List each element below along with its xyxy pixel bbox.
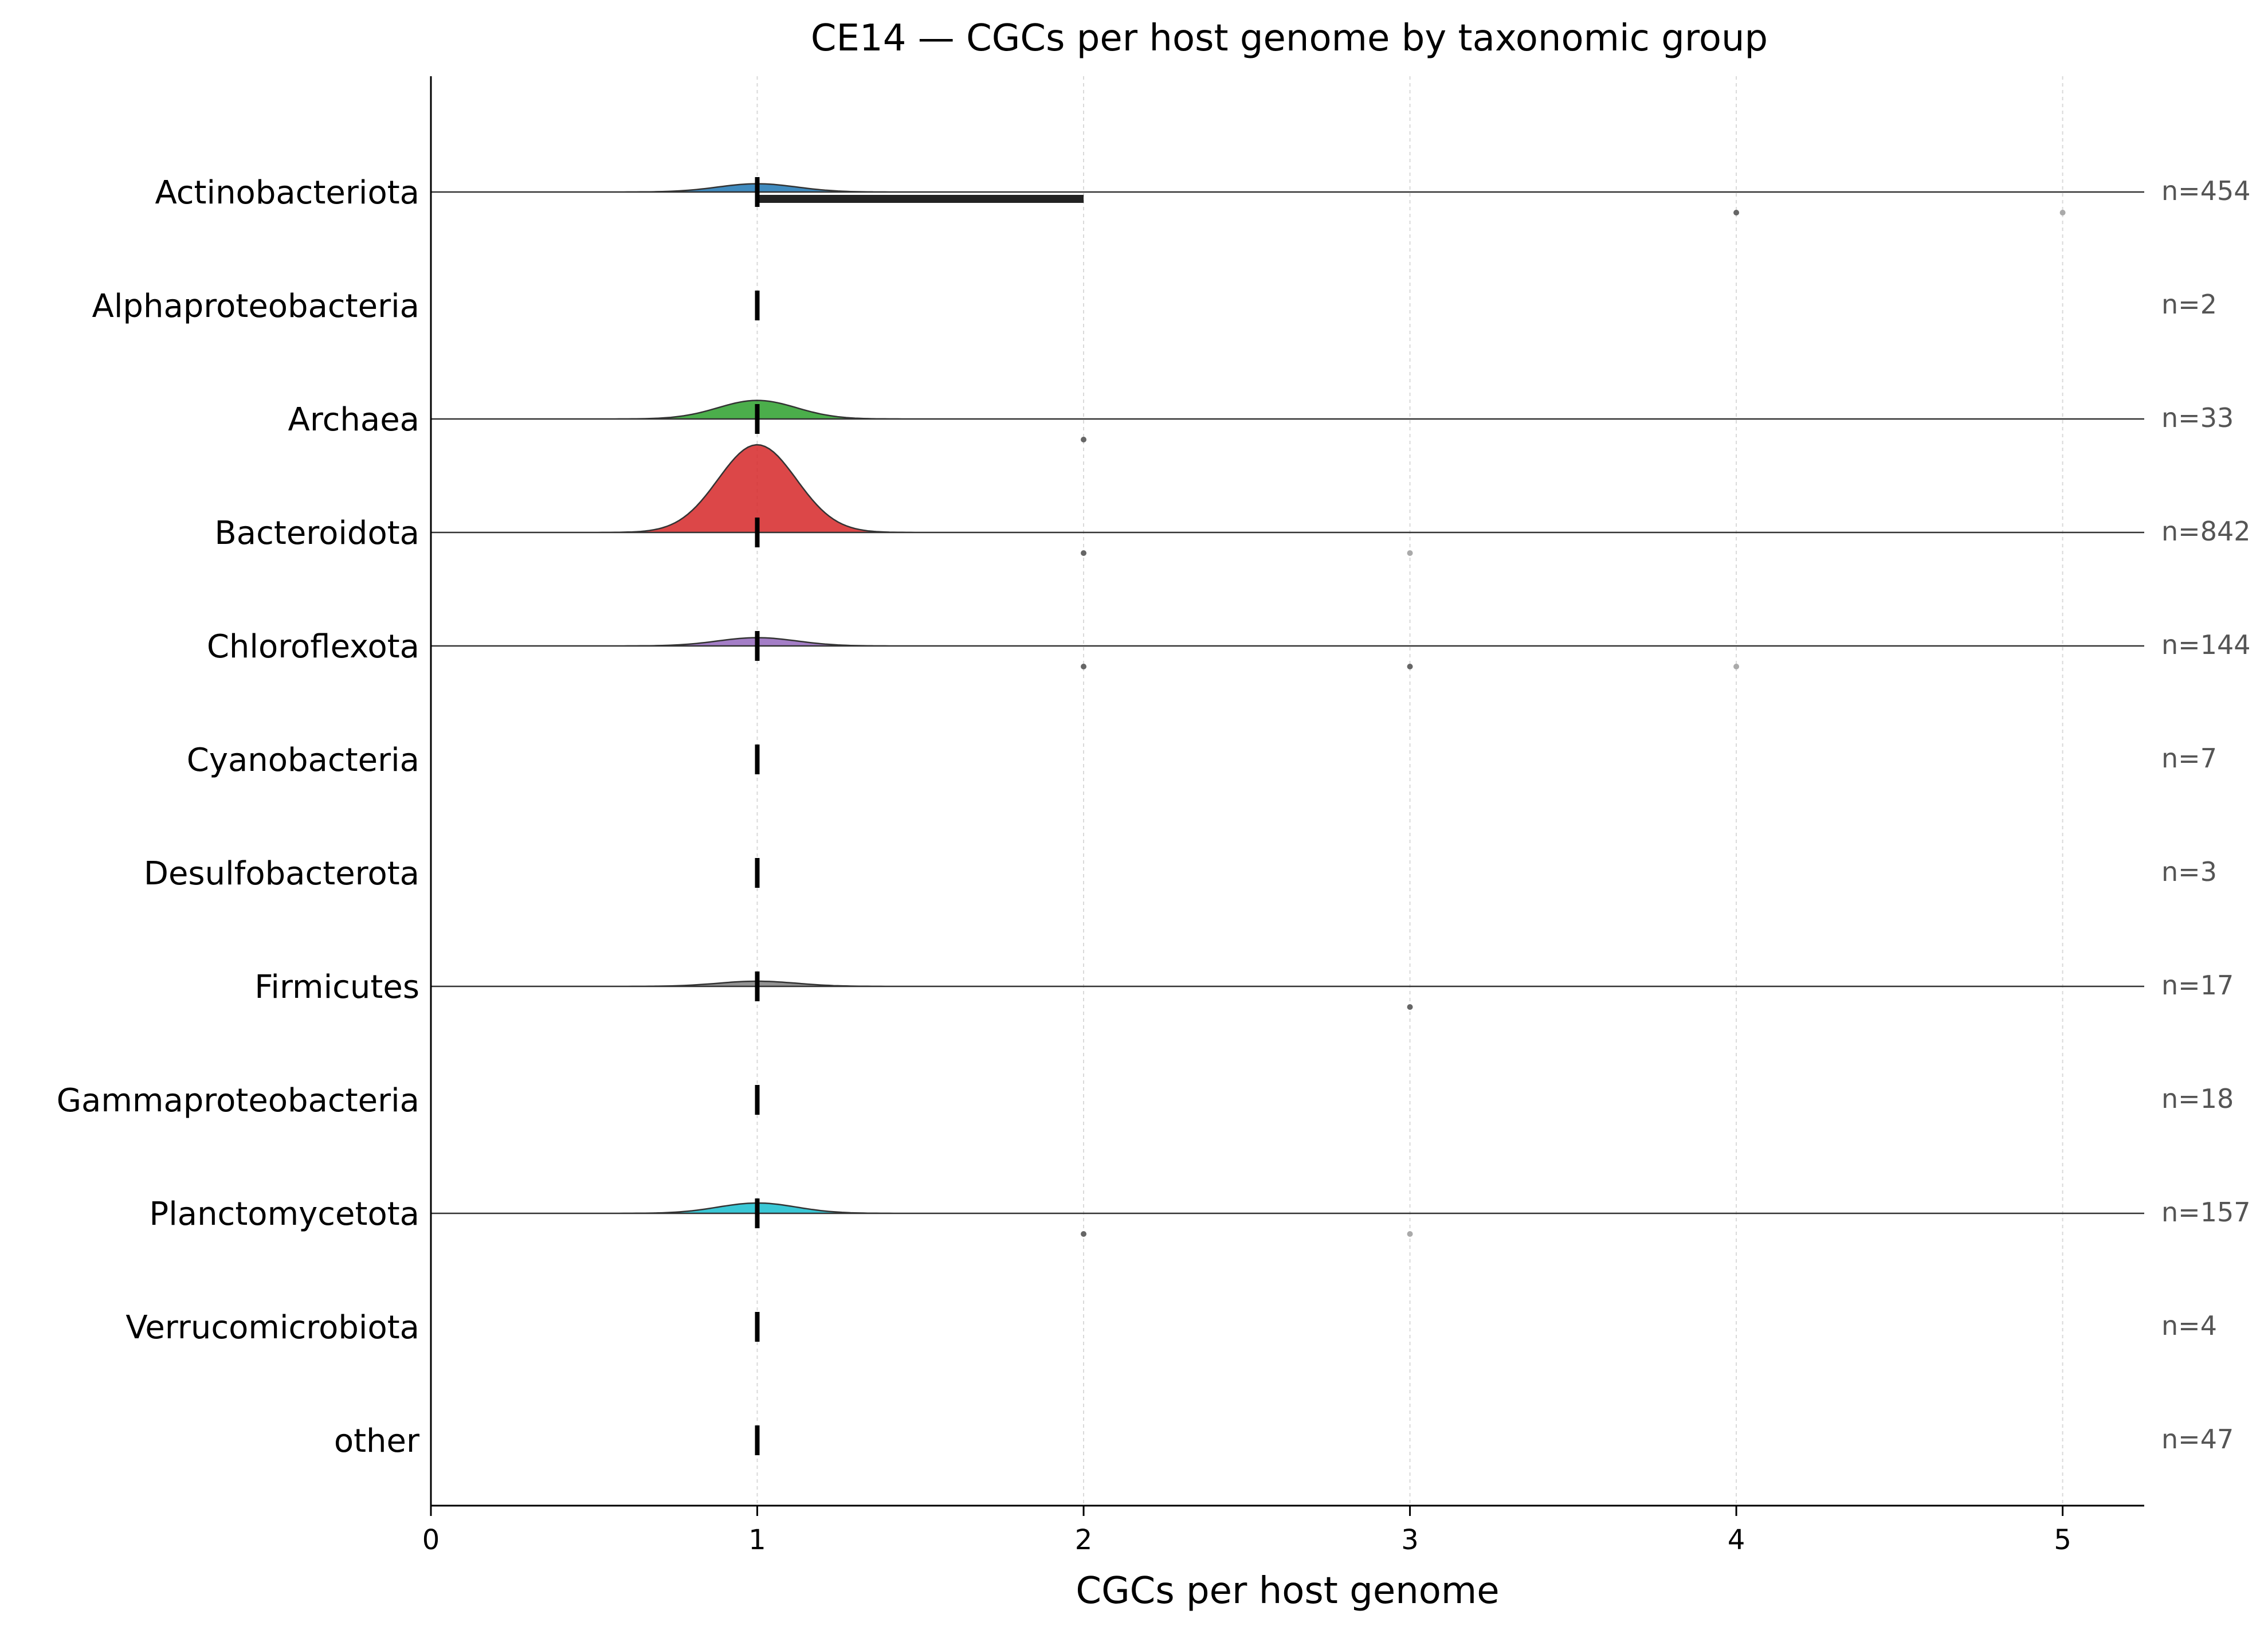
category-label-5: Cyanobacteria: [187, 742, 419, 779]
category-label-2: Archaea: [288, 401, 419, 438]
ridge-0: [431, 177, 2144, 216]
count-label-5: n=7: [2161, 743, 2217, 774]
ridge-density-2: [431, 399, 2144, 420]
category-label-11: other: [334, 1423, 420, 1460]
count-label-8: n=18: [2161, 1083, 2234, 1114]
x-tick-label-5: 5: [2054, 1524, 2071, 1556]
outlier-point-9-0: [1081, 1231, 1087, 1237]
ridge-density-4: [431, 637, 2144, 647]
outlier-point-0-0: [1733, 210, 1740, 216]
count-label-9: n=157: [2161, 1197, 2251, 1228]
outlier-point-7-0: [1407, 1004, 1413, 1010]
outlier-point-4-2: [1733, 664, 1740, 669]
category-label-6: Desulfobacterota: [144, 855, 419, 892]
ridge-density-9: [431, 1202, 2144, 1214]
outlier-point-4-0: [1081, 664, 1087, 669]
count-label-11: n=47: [2161, 1424, 2234, 1455]
count-label-6: n=3: [2161, 856, 2217, 887]
x-tick-label-0: 0: [422, 1524, 440, 1556]
count-label-2: n=33: [2161, 402, 2234, 433]
category-label-3: Bacteroidota: [214, 515, 419, 552]
x-tick-label-3: 3: [1401, 1524, 1419, 1556]
ridge-9: [431, 1198, 2144, 1237]
outlier-point-3-0: [1081, 550, 1087, 556]
x-tick-label-1: 1: [748, 1524, 766, 1556]
ridge-density-7: [431, 980, 2144, 988]
x-ticks: 0 1 2 3 4 5: [422, 1506, 2071, 1556]
outlier-point-2-0: [1081, 437, 1087, 442]
category-label-0: Actinobacteriota: [155, 174, 419, 211]
outlier-point-9-1: [1407, 1231, 1413, 1237]
category-label-1: Alphaproteobacteria: [92, 288, 419, 325]
count-labels: n=454 n=2 n=33 n=842 n=144 n=7 n=3 n=17 n=18 n=15…: [2161, 175, 2251, 1455]
x-tick-label-2: 2: [1075, 1524, 1093, 1556]
chart-title: CE14 — CGCs per host genome by taxonomic…: [811, 17, 1768, 60]
ridge-7: [431, 971, 2144, 1010]
x-tick-label-4: 4: [1728, 1524, 1745, 1556]
x-axis-label: CGCs per host genome: [1076, 1570, 1499, 1612]
count-label-4: n=144: [2161, 629, 2251, 660]
count-label-7: n=17: [2161, 970, 2234, 1001]
outlier-point-0-1: [2059, 210, 2066, 216]
count-label-0: n=454: [2161, 175, 2251, 206]
ridge-density-3: [431, 444, 2144, 534]
ridge-density-0: [431, 183, 2144, 193]
count-label-3: n=842: [2161, 516, 2251, 547]
category-label-9: Planctomycetota: [149, 1196, 419, 1233]
ridge-2: [431, 399, 2144, 442]
ridge-4: [431, 631, 2144, 669]
category-label-10: Verrucomicrobiota: [125, 1309, 419, 1346]
ridges: [431, 177, 2144, 1455]
grid-lines: [430, 76, 2063, 1506]
category-label-4: Chloroflexota: [207, 628, 419, 665]
category-label-7: Firmicutes: [254, 969, 419, 1006]
ridge-3: [431, 444, 2144, 556]
count-label-10: n=4: [2161, 1310, 2217, 1341]
category-labels: Actinobacteriota Alphaproteobacteria Archa…: [57, 174, 420, 1460]
axes: [430, 76, 2144, 1507]
outlier-point-4-1: [1407, 664, 1413, 669]
category-label-8: Gammaproteobacteria: [57, 1082, 419, 1119]
count-label-1: n=2: [2161, 289, 2217, 320]
outlier-point-3-1: [1407, 550, 1413, 556]
